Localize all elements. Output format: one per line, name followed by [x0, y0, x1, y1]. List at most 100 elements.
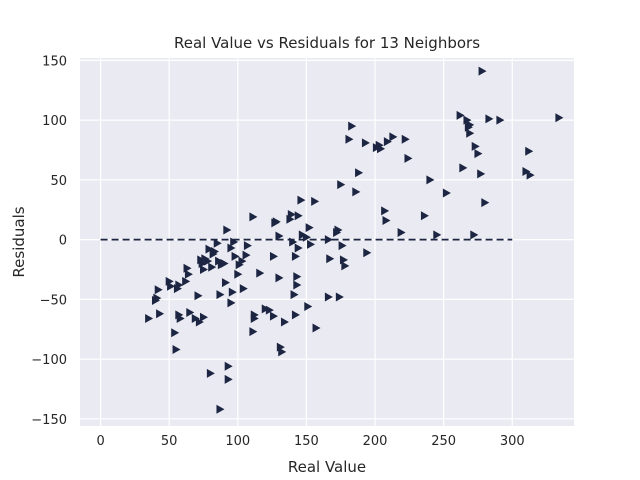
data-point [176, 313, 185, 323]
data-point [213, 238, 222, 248]
data-point [227, 243, 236, 253]
data-point [291, 251, 300, 261]
data-point [195, 317, 204, 327]
data-point [463, 115, 472, 125]
data-point [242, 250, 251, 260]
data-point [223, 225, 232, 235]
data-point [239, 284, 248, 294]
data-point [302, 232, 311, 242]
data-point [280, 317, 289, 327]
data-point [293, 280, 302, 290]
data-point [334, 225, 343, 235]
data-point [324, 292, 333, 302]
data-point [381, 206, 390, 216]
data-point [485, 114, 494, 124]
data-point [172, 345, 181, 355]
data-point [216, 404, 225, 414]
data-point [456, 110, 465, 120]
data-point [312, 323, 321, 333]
x-tick-label: 150 [294, 434, 319, 449]
data-point [477, 169, 486, 179]
data-point [307, 239, 316, 249]
data-point [184, 269, 193, 279]
data-point [210, 247, 219, 257]
data-point [470, 230, 479, 240]
x-tick-label: 200 [363, 434, 388, 449]
data-point [293, 272, 302, 282]
data-point [231, 251, 240, 261]
data-point [171, 328, 180, 338]
tick-labels: 0 50 100 150 200 250 300 −150 −100 −50 0 50 100 150 [31, 54, 524, 449]
data-point [404, 153, 413, 163]
data-point [269, 311, 278, 321]
data-point [377, 144, 386, 154]
data-point [355, 168, 364, 178]
data-point [481, 198, 490, 208]
data-point [338, 241, 347, 251]
data-point [348, 121, 357, 131]
data-point [238, 256, 247, 266]
data-point [304, 302, 313, 312]
data-point [459, 163, 468, 173]
data-point [256, 268, 265, 278]
data-point [243, 241, 252, 251]
data-point [311, 196, 320, 206]
data-point [305, 223, 314, 233]
data-point [221, 278, 230, 288]
data-point [326, 254, 335, 264]
data-point [175, 280, 184, 290]
data-point [249, 212, 258, 222]
data-point [361, 138, 370, 148]
x-tick-label: 50 [161, 434, 178, 449]
chart-title: Real Value vs Residuals for 13 Neighbors [174, 34, 480, 52]
data-point [261, 304, 270, 314]
y-tick-label: −150 [31, 413, 67, 428]
data-point [294, 211, 303, 221]
x-tick-label: 100 [225, 434, 250, 449]
data-point [345, 134, 354, 144]
data-point [272, 217, 281, 227]
data-point [389, 132, 398, 142]
data-point [200, 264, 208, 274]
data-point [275, 273, 284, 283]
data-point [352, 187, 361, 197]
data-point [249, 327, 258, 337]
data-point [426, 175, 435, 185]
data-point [220, 259, 229, 269]
data-point [145, 313, 154, 323]
data-point [234, 269, 243, 279]
data-point [291, 310, 300, 320]
data-point [278, 347, 287, 357]
data-point [228, 287, 237, 297]
y-tick-label: 150 [42, 54, 67, 69]
data-point [206, 368, 215, 378]
y-tick-label: 0 [59, 234, 67, 249]
data-point [269, 251, 278, 261]
data-point [182, 276, 191, 286]
data-point [324, 235, 333, 245]
y-tick-label: −50 [40, 293, 67, 308]
data-point [156, 309, 165, 319]
data-point [227, 298, 236, 308]
data-point [466, 120, 475, 130]
data-point [337, 180, 346, 190]
y-tick-label: −100 [31, 353, 67, 368]
data-point [204, 256, 213, 266]
data-point [265, 305, 274, 315]
data-point [525, 146, 534, 156]
y-tick-label: 100 [42, 114, 67, 129]
data-point [401, 134, 410, 144]
y-axis-label: Residuals [10, 206, 28, 277]
data-point [466, 128, 475, 138]
data-point [154, 285, 163, 295]
data-point [208, 262, 217, 272]
data-points [145, 66, 564, 414]
data-point [250, 313, 259, 323]
data-point [297, 195, 306, 205]
data-point [289, 237, 298, 247]
data-point [216, 290, 225, 300]
data-point [205, 244, 214, 254]
x-axis-label: Real Value [288, 458, 366, 476]
data-point [433, 230, 442, 240]
